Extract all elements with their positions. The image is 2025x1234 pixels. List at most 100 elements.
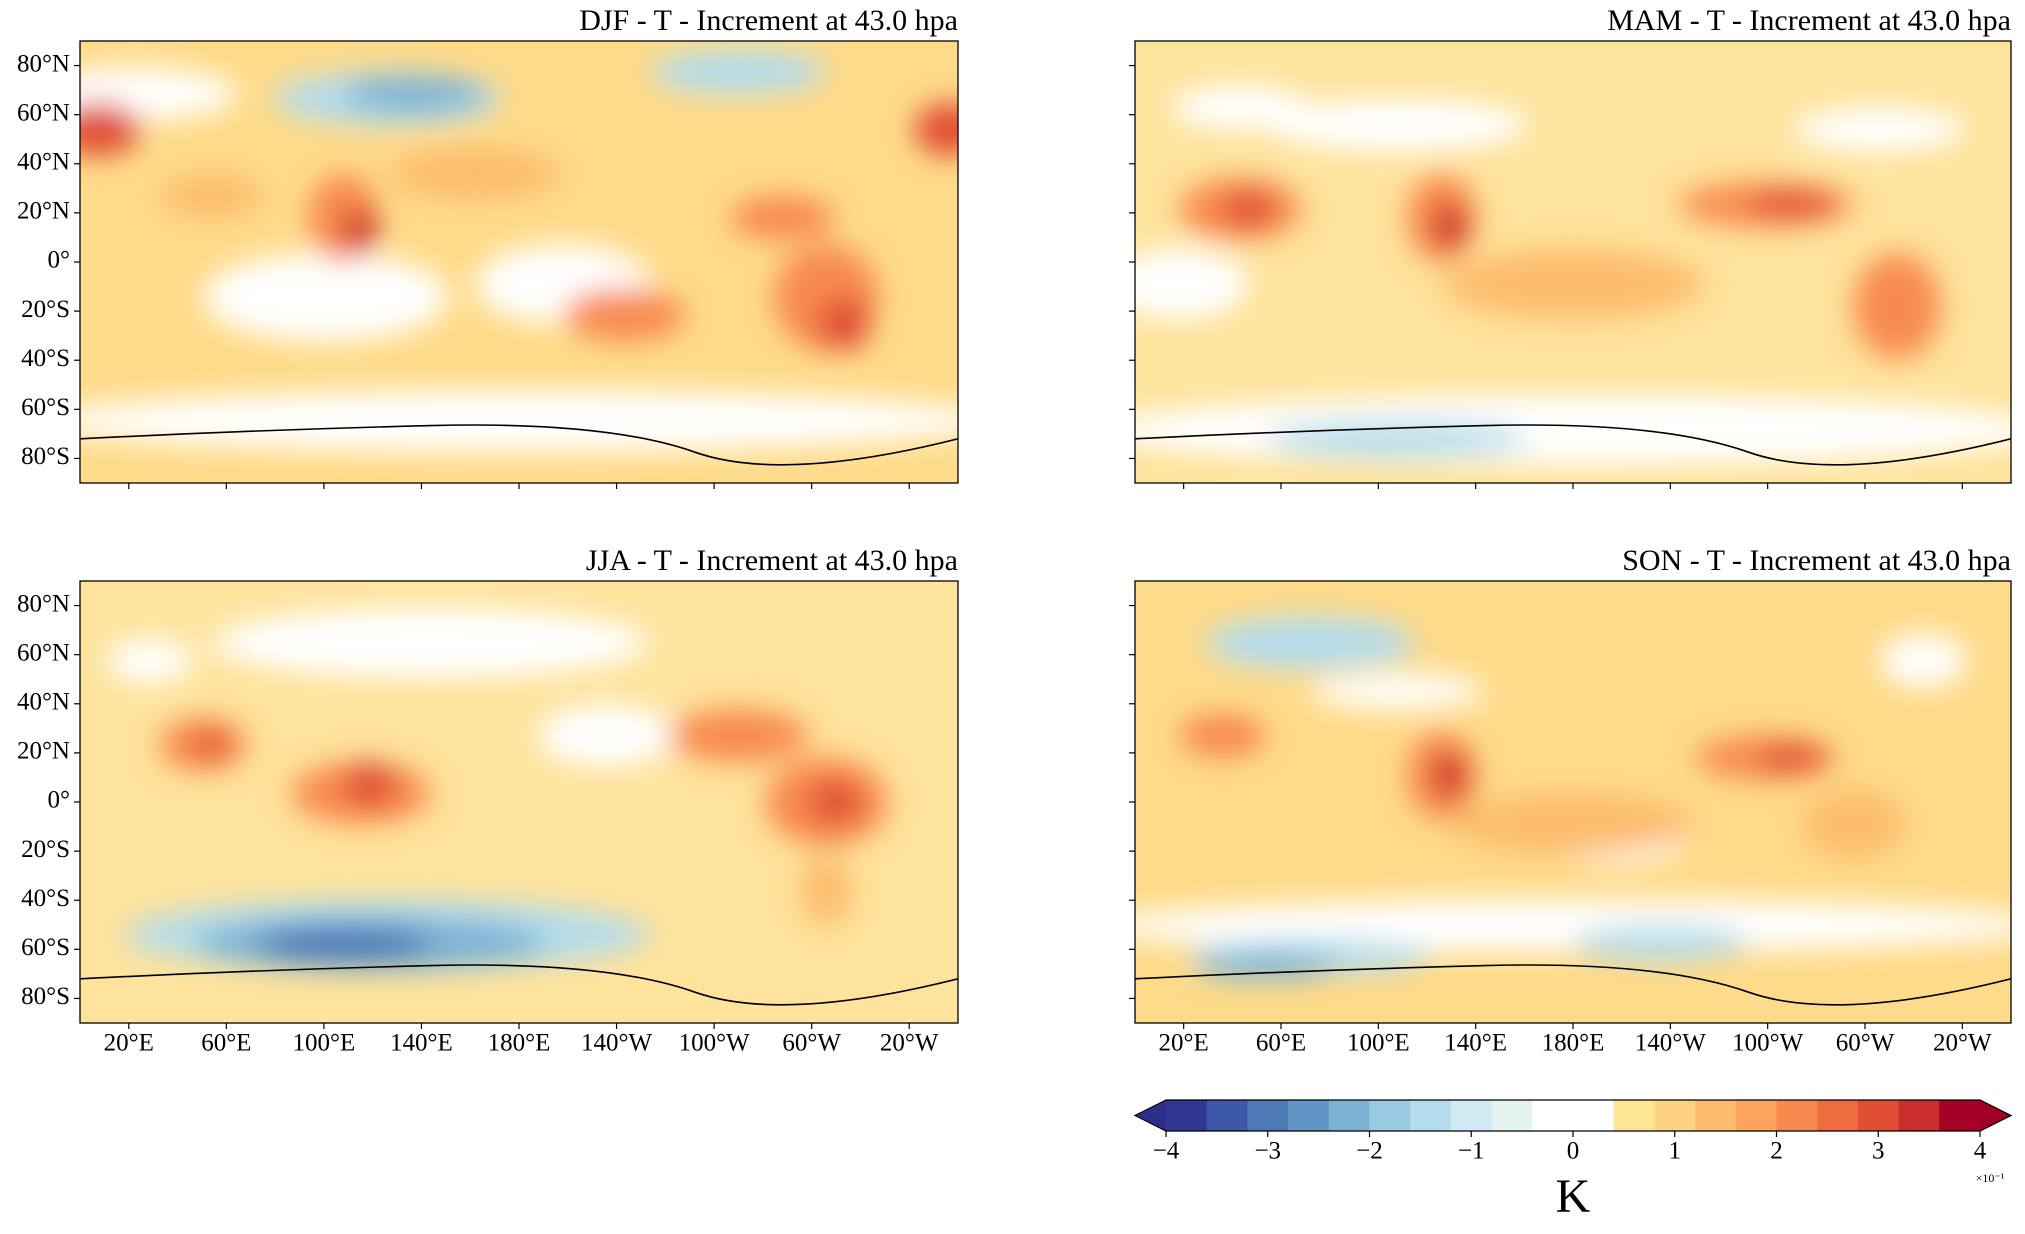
field-blob xyxy=(1573,925,1749,962)
y-tick-label: 20°S xyxy=(21,836,70,863)
x-tick-label: 100°W xyxy=(1732,1030,1803,1057)
colorbar-segment xyxy=(1166,1100,1208,1131)
colorbar-segment xyxy=(1654,1100,1696,1131)
x-tick-label: 20°W xyxy=(880,1030,939,1057)
x-tick-label: 60°E xyxy=(201,1030,251,1057)
x-tick-label: 20°W xyxy=(1933,1030,1992,1057)
field-blob xyxy=(1432,753,1468,798)
coastline xyxy=(80,424,958,466)
field-blob xyxy=(1135,899,2011,953)
field-blob xyxy=(1205,616,1416,670)
field-blob xyxy=(1266,98,1530,152)
y-tick-label: 80°S xyxy=(21,443,70,470)
y-tick-label: 80°N xyxy=(17,50,70,77)
x-tick-label: 140°W xyxy=(1635,1030,1706,1057)
y-tick-label: 40°S xyxy=(21,345,70,372)
field-blob xyxy=(562,288,686,342)
field-blob xyxy=(1432,204,1468,249)
x-tick-label: 20°E xyxy=(1159,1030,1209,1057)
y-tick-label: 60°N xyxy=(17,99,70,126)
field-blob xyxy=(536,704,678,767)
field-blob xyxy=(1135,248,1249,320)
colorbar-segment xyxy=(1328,1100,1370,1131)
colorbar-tick-label: 4 xyxy=(1974,1138,1987,1165)
x-tick-label: 60°E xyxy=(1256,1030,1306,1057)
panel-title: DJF - T - Increment at 43.0 hpa xyxy=(579,4,958,37)
field-blob xyxy=(1266,421,1530,457)
colorbar-tick-label: −3 xyxy=(1254,1138,1281,1165)
field-blob xyxy=(1853,253,1941,360)
coastline xyxy=(80,964,958,1006)
field-blob xyxy=(202,253,449,342)
coastline xyxy=(1135,424,2011,466)
colorbar-tick-label: −1 xyxy=(1458,1138,1485,1165)
colorbar-segment xyxy=(1410,1100,1452,1131)
colorbar-label: K xyxy=(1556,1170,1591,1223)
colorbar-segment xyxy=(1247,1100,1289,1131)
colorbar-segment xyxy=(1817,1100,1859,1131)
field-blob xyxy=(211,607,651,679)
field-blob xyxy=(808,779,862,825)
map-field xyxy=(1135,581,2011,1023)
colorbar-segment xyxy=(1491,1100,1533,1131)
map-field xyxy=(80,581,958,1023)
field-blob xyxy=(255,925,432,962)
colorbar-segment xyxy=(1613,1100,1655,1131)
colorbar-offset: ×10⁻¹ xyxy=(1976,1171,2005,1185)
x-tick-label: 60°W xyxy=(1836,1030,1895,1057)
field-blob xyxy=(1135,394,2011,466)
colorbar-segment xyxy=(1939,1100,1981,1131)
y-tick-label: 40°N xyxy=(17,689,70,716)
y-tick-label: 80°N xyxy=(17,590,70,617)
y-tick-label: 20°N xyxy=(17,198,70,225)
panel-title: SON - T - Increment at 43.0 hpa xyxy=(1622,544,2011,577)
colorbar-tick-label: −4 xyxy=(1153,1138,1180,1165)
colorbar-segment xyxy=(1695,1100,1737,1131)
colorbar-segment xyxy=(1735,1100,1777,1131)
y-tick-label: 40°S xyxy=(21,885,70,912)
x-tick-label: 100°W xyxy=(679,1030,750,1057)
colorbar-extend-high xyxy=(1980,1100,2011,1131)
field-blobs xyxy=(80,49,958,453)
panel-title: MAM - T - Increment at 43.0 hpa xyxy=(1607,4,2011,37)
field-blob xyxy=(799,855,853,926)
colorbar-tick-label: −2 xyxy=(1356,1138,1383,1165)
field-blob xyxy=(80,102,142,156)
colorbar-segment xyxy=(1450,1100,1493,1131)
field-blobs xyxy=(1135,616,2011,979)
x-tick-label: 20°E xyxy=(104,1030,154,1057)
y-tick-label: 20°N xyxy=(17,738,70,765)
x-tick-label: 60°W xyxy=(782,1030,841,1057)
coastline xyxy=(1135,964,2011,1006)
field-blob xyxy=(343,76,484,112)
field-blob xyxy=(817,297,871,351)
field-blob xyxy=(80,390,958,453)
map-field xyxy=(1135,41,2011,483)
colorbar-tick-label: 3 xyxy=(1872,1138,1885,1165)
x-tick-label: 140°W xyxy=(581,1030,652,1057)
field-blobs xyxy=(1135,85,2011,466)
field-blob xyxy=(194,731,230,758)
colorbar-segment xyxy=(1898,1100,1940,1131)
y-tick-label: 80°S xyxy=(21,983,70,1010)
field-blob xyxy=(1450,793,1696,856)
colorbar-segment xyxy=(1369,1100,1411,1131)
colorbar-segment xyxy=(1857,1100,1900,1131)
x-tick-label: 180°E xyxy=(1542,1030,1605,1057)
field-blob xyxy=(343,208,379,254)
field-blob xyxy=(1178,713,1267,758)
y-tick-label: 0° xyxy=(48,787,71,814)
field-blob xyxy=(729,195,836,240)
field-blob xyxy=(387,147,563,201)
colorbar-tick-label: 0 xyxy=(1567,1138,1580,1165)
panel-title: JJA - T - Increment at 43.0 hpa xyxy=(586,544,958,577)
field-blob xyxy=(1441,248,1705,320)
x-tick-label: 100°E xyxy=(292,1030,355,1057)
colorbar-segment xyxy=(1573,1100,1615,1131)
field-blob xyxy=(106,638,195,683)
field-blob xyxy=(650,49,827,95)
field-blob xyxy=(1170,85,1311,130)
field-blob xyxy=(1310,673,1486,710)
colorbar-extend-low xyxy=(1135,1100,1166,1131)
